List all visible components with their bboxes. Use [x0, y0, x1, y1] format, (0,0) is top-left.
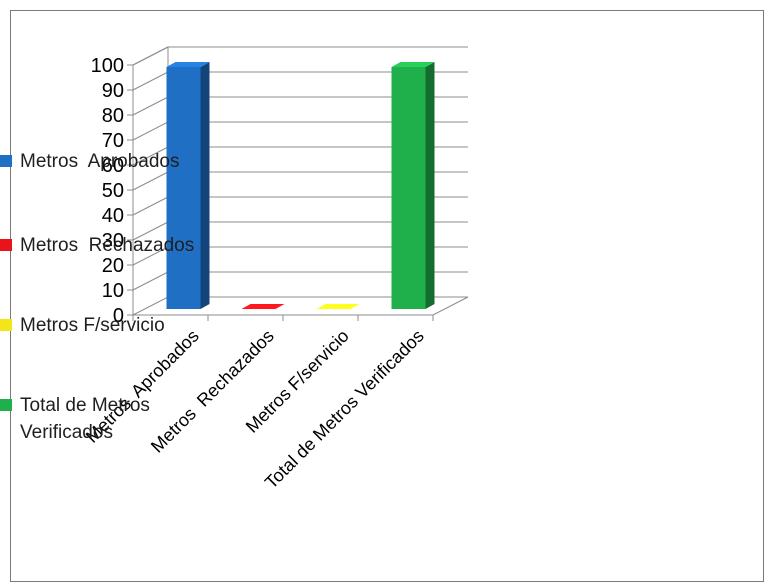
legend-swatch	[0, 319, 12, 331]
gridline-diagonal	[132, 246, 169, 266]
y-tick-label: 10	[102, 280, 124, 302]
y-tick-label: 100	[91, 55, 124, 77]
legend-swatch	[0, 155, 12, 167]
y-tick-label: 90	[102, 80, 124, 102]
legend-label: Total de Metros Verificados	[20, 395, 150, 443]
y-tick-label: 80	[102, 105, 124, 127]
bar	[316, 304, 360, 309]
y-tick-label: 30	[102, 230, 124, 252]
gridline-diagonal	[132, 146, 169, 166]
x-tick-label: Metros Rechazados	[147, 326, 278, 457]
bar-front	[391, 67, 426, 309]
gridline-diagonal	[132, 196, 169, 216]
bar-top	[166, 62, 210, 67]
gridline-diagonal	[132, 71, 169, 91]
bar	[241, 304, 285, 309]
bar-front	[166, 67, 201, 309]
gridline-diagonal	[132, 171, 169, 191]
gridline-diagonal	[132, 121, 169, 141]
bar-top	[316, 304, 360, 309]
x-tick-label: Total de Metros Verificados	[261, 326, 428, 493]
legend-swatch	[0, 399, 12, 411]
legend-swatch	[0, 239, 12, 251]
gridline-diagonal	[132, 221, 169, 241]
legend-label: Metros Aprobados	[20, 151, 180, 172]
gridline-diagonal	[132, 271, 169, 291]
gridline-diagonal	[132, 96, 169, 116]
y-tick-label: 0	[113, 305, 124, 327]
bar-side	[425, 62, 435, 309]
y-axis-ticks: 0 10 20 30 40 50 60 70 80 90 100	[91, 55, 124, 327]
bar-top	[241, 304, 285, 309]
legend-label: Metros F/servicio	[20, 315, 165, 336]
bar-side	[200, 62, 210, 309]
floor	[132, 296, 469, 316]
legend-label: Metros Rechazados	[20, 235, 195, 256]
bar	[391, 62, 435, 309]
y-tick-label: 70	[102, 130, 124, 152]
y-tick-label: 50	[102, 180, 124, 202]
bar-top	[391, 62, 435, 67]
bar	[166, 62, 210, 309]
y-tick-label: 40	[102, 205, 124, 227]
y-tick-label: 20	[102, 255, 124, 277]
bars	[166, 62, 435, 309]
top-edge-diagonal	[132, 46, 169, 66]
y-tick-label: 60	[102, 155, 124, 177]
